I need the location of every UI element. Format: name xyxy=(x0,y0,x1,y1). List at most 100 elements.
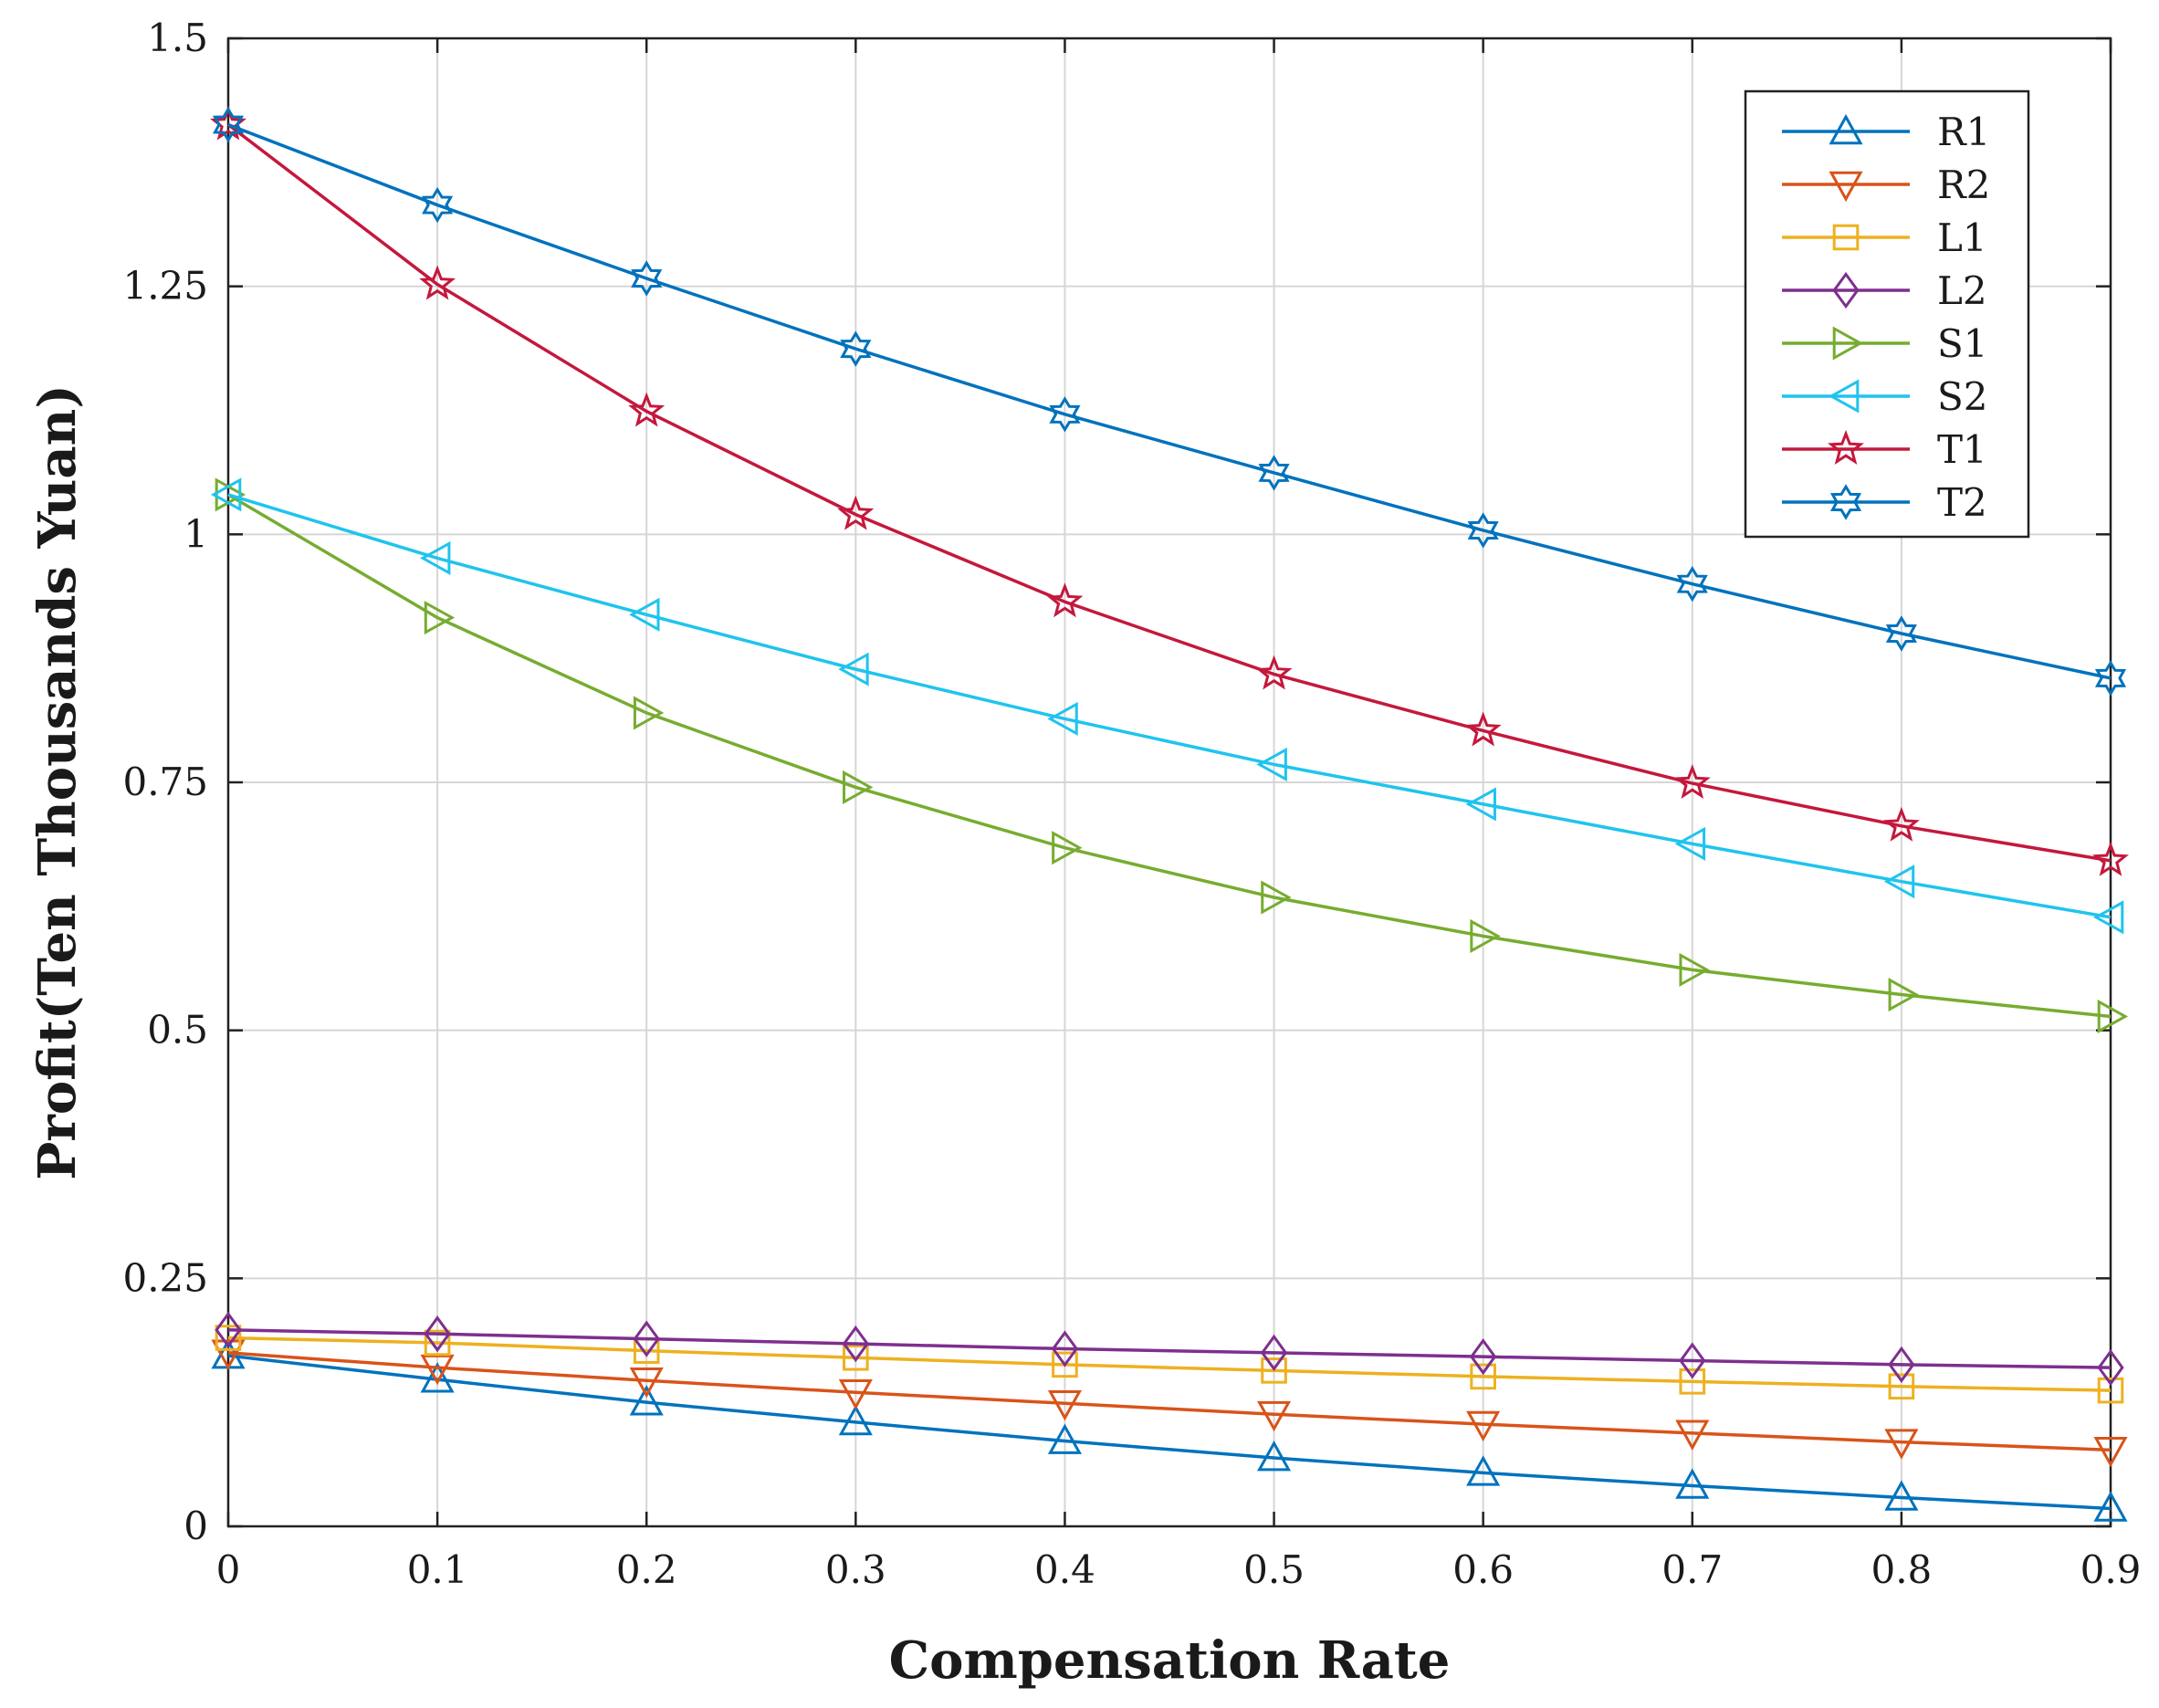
data-point-l1 xyxy=(1261,1357,1287,1384)
data-point-r1 xyxy=(1047,1423,1082,1454)
y-tick-label: 1.25 xyxy=(122,264,208,309)
data-point-t2 xyxy=(840,330,872,367)
legend-item-t1: T1 xyxy=(1782,427,1987,472)
legend-marker-l2 xyxy=(1832,271,1860,309)
y-axis-title: Profit(Ten Thousands Yuan) xyxy=(27,384,88,1180)
data-point-s1 xyxy=(633,696,665,730)
data-point-t2 xyxy=(1676,565,1708,603)
data-point-r1 xyxy=(420,1362,455,1393)
legend-marker-t2 xyxy=(1829,484,1862,520)
legend-label-t1: T1 xyxy=(1937,427,1987,472)
legend-item-r2: R2 xyxy=(1782,162,1990,207)
data-point-s1 xyxy=(2097,999,2129,1034)
x-tick-label: 0.7 xyxy=(1661,1547,1723,1592)
tick-labels: 0 0.1 0.2 0.3 0.4 0.5 0.6 0.7 0.8 0.9 0 0.25 0.5 0.75… xyxy=(122,16,2141,1592)
data-point-t2 xyxy=(1049,396,1081,433)
legend-item-l1: L1 xyxy=(1782,215,1987,260)
data-point-t2 xyxy=(212,106,245,143)
legend-marker-s1 xyxy=(1832,326,1864,361)
series-line-s2 xyxy=(227,493,2112,919)
series-line-r1 xyxy=(227,1354,2112,1511)
legend-label-r1: R1 xyxy=(1937,110,1990,154)
data-point-s1 xyxy=(424,601,456,635)
data-point-t2 xyxy=(631,260,663,297)
data-point-l2 xyxy=(1470,1338,1497,1376)
series-s1 xyxy=(215,477,2129,1034)
legend-box xyxy=(1744,89,2030,539)
data-point-l2 xyxy=(424,1315,451,1353)
data-point-l1 xyxy=(1470,1363,1496,1390)
data-point-l2 xyxy=(1051,1330,1079,1367)
series-l2 xyxy=(215,1311,2124,1387)
x-axis-title: Compensation Rate xyxy=(889,1630,1451,1691)
x-tick-label: 0.8 xyxy=(1871,1547,1932,1592)
data-point-s1 xyxy=(1679,952,1710,987)
legend-label-l1: L1 xyxy=(1937,215,1987,260)
x-tick-label: 0 xyxy=(216,1547,241,1592)
data-point-t2 xyxy=(1467,512,1499,549)
data-point-l1 xyxy=(2097,1377,2124,1404)
legend-marker-t1 xyxy=(1828,430,1864,465)
data-point-r1 xyxy=(838,1404,873,1436)
series-t2 xyxy=(212,106,2127,697)
data-point-l1 xyxy=(843,1344,869,1371)
data-point-r2 xyxy=(1466,1410,1501,1442)
data-point-t1 xyxy=(837,495,875,530)
y-tick-label: 0.5 xyxy=(147,1008,208,1053)
data-point-l2 xyxy=(2097,1348,2124,1387)
y-tick-label: 0.25 xyxy=(122,1255,208,1300)
legend-item-r1: R1 xyxy=(1782,110,1990,154)
data-point-s2 xyxy=(1256,747,1287,781)
data-point-s1 xyxy=(1470,918,1501,953)
legend-marker-r1 xyxy=(1829,113,1863,145)
x-tick-label: 0.9 xyxy=(2080,1547,2142,1592)
data-point-s1 xyxy=(1888,977,1919,1012)
data-point-t2 xyxy=(1258,455,1290,491)
series-line-t1 xyxy=(226,123,2112,863)
y-tick-label: 1 xyxy=(183,511,208,556)
series-line-s1 xyxy=(227,493,2112,1019)
legend-marker-r2 xyxy=(1829,171,1863,203)
data-point-t1 xyxy=(1882,806,1920,842)
data-point-t2 xyxy=(1885,615,1917,652)
data-point-l2 xyxy=(842,1325,869,1363)
data-point-r2 xyxy=(211,1339,246,1370)
legend-item-l2: L2 xyxy=(1782,268,1987,313)
series-line-l1 xyxy=(227,1336,2112,1392)
legend-item-s2: S2 xyxy=(1782,374,1988,419)
series-line-l2 xyxy=(227,1328,2112,1369)
data-point-r2 xyxy=(1257,1400,1292,1432)
data-point-r2 xyxy=(1675,1420,1710,1451)
data-point-s2 xyxy=(420,540,451,575)
data-point-s1 xyxy=(1052,831,1083,865)
data-point-s2 xyxy=(1674,826,1706,861)
series-line-r2 xyxy=(227,1351,2112,1452)
legend-label-s1: S1 xyxy=(1937,321,1988,366)
series-r2 xyxy=(211,1339,2128,1468)
data-point-r2 xyxy=(838,1379,873,1410)
data-point-l2 xyxy=(1888,1346,1915,1384)
series-layer xyxy=(210,105,2129,1522)
x-tick-label: 0.6 xyxy=(1452,1547,1514,1592)
data-point-t2 xyxy=(422,186,454,224)
x-tick-label: 0.3 xyxy=(825,1547,886,1592)
data-point-s2 xyxy=(1465,787,1496,822)
x-tick-label: 0.2 xyxy=(616,1547,677,1592)
legend: R1 R2 L1 L2 S1 S2 T1 T2 xyxy=(1744,89,2030,539)
data-point-t1 xyxy=(2092,841,2129,876)
data-point-r1 xyxy=(629,1385,664,1416)
series-l1 xyxy=(215,1325,2124,1404)
data-point-l2 xyxy=(1679,1342,1706,1379)
data-point-l2 xyxy=(1260,1334,1288,1371)
data-point-l2 xyxy=(215,1311,242,1348)
data-point-t1 xyxy=(1464,711,1502,747)
data-point-t1 xyxy=(1673,764,1711,800)
y-tick-label: 0.75 xyxy=(122,760,208,804)
data-point-t1 xyxy=(1046,582,1084,618)
data-point-l1 xyxy=(215,1325,242,1351)
data-point-s2 xyxy=(2092,900,2124,935)
series-line-t2 xyxy=(227,122,2112,680)
data-point-s2 xyxy=(1047,701,1078,737)
